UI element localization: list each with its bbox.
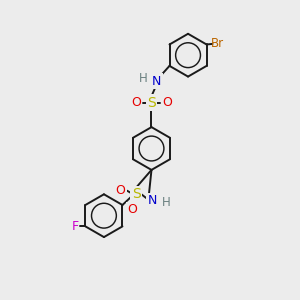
Text: S: S [147,96,156,110]
Text: O: O [128,203,137,216]
Text: O: O [162,96,172,109]
Text: N: N [148,194,157,207]
Text: O: O [131,96,141,109]
Text: H: H [139,73,148,85]
Text: Br: Br [211,37,224,50]
Text: F: F [71,220,79,233]
Text: H: H [162,196,171,209]
Text: S: S [132,187,140,201]
Text: O: O [116,184,125,197]
Text: N: N [152,75,161,88]
